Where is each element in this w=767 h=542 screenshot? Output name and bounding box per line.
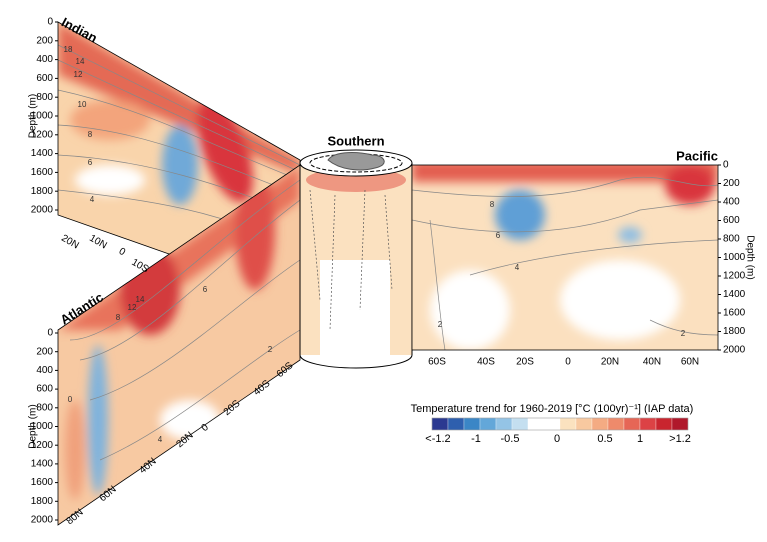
colorbar-swatch [495, 417, 513, 431]
y-tick-label: 2000 [723, 345, 746, 356]
pacific-section [412, 165, 718, 350]
contour-label: 4 [90, 195, 95, 204]
y-tick-label: 2000 [31, 205, 54, 216]
colorbar: Temperature trend for 1960-2019 [°C (100… [411, 403, 694, 445]
y-tick-label: 800 [36, 402, 53, 413]
x-tick-label: 0 [565, 357, 571, 368]
x-tick-label: 0 [117, 246, 128, 259]
contour-label: 4 [515, 263, 520, 272]
x-tick-label: 20S [516, 357, 534, 368]
contour-label: 8 [490, 200, 495, 209]
colorbar-label: <-1.2 [425, 433, 450, 445]
y-tick-label: 1000 [723, 252, 746, 263]
contour-label: 2 [681, 329, 686, 338]
contour-label: 0 [68, 395, 73, 404]
y-tick-label: 0 [723, 160, 729, 171]
y-tick-label: 0 [47, 328, 53, 339]
colorbar-swatch [607, 417, 625, 431]
y-tick-label: 200 [36, 35, 53, 46]
y-tick-label: 1400 [31, 148, 54, 159]
colorbar-label: -0.5 [501, 433, 520, 445]
y-tick-label: 400 [723, 197, 740, 208]
y-tick-label: 0 [47, 17, 53, 28]
panel-title: Southern [327, 133, 384, 148]
y-tick-label: 600 [36, 384, 53, 395]
contour-label: 6 [496, 231, 501, 240]
y-tick-label: 1400 [31, 459, 54, 470]
colorbar-swatch [639, 417, 657, 431]
panel-title: Pacific [676, 148, 718, 163]
contour-label: 14 [76, 57, 85, 66]
y-tick-label: 1200 [723, 271, 746, 282]
y-tick-label: 2000 [31, 515, 54, 526]
x-tick-label: 60N [681, 357, 699, 368]
contour-label: 8 [88, 130, 93, 139]
y-tick-label: 1000 [31, 421, 54, 432]
y-tick-label: 1200 [31, 129, 54, 140]
colorbar-label: -1 [471, 433, 481, 445]
colorbar-swatch [479, 417, 497, 431]
y-tick-label: 1800 [31, 186, 54, 197]
southern-cylinder [299, 149, 413, 369]
y-tick-label: 1600 [723, 308, 746, 319]
colorbar-label: >1.2 [669, 433, 691, 445]
contour-label: 6 [203, 285, 208, 294]
y-tick-label: 1000 [31, 111, 54, 122]
y-tick-label: 200 [723, 178, 740, 189]
x-tick-label: 0 [199, 422, 211, 434]
colorbar-label: 0 [554, 433, 560, 445]
colorbar-swatch [575, 417, 593, 431]
x-tick-label: 20N [601, 357, 619, 368]
colorbar-swatch [591, 417, 609, 431]
x-tick-label: 40N [643, 357, 661, 368]
y-tick-label: 200 [36, 346, 53, 357]
colorbar-title: Temperature trend for 1960-2019 [°C (100… [411, 403, 694, 415]
colorbar-swatch [655, 417, 673, 431]
colorbar-swatch [559, 417, 577, 431]
colorbar-swatch [623, 417, 641, 431]
x-tick-label: 40S [477, 357, 495, 368]
colorbar-swatch [671, 417, 689, 431]
colorbar-label: 1 [637, 433, 643, 445]
contour-label: 2 [438, 320, 443, 329]
y-tick-label: 1800 [31, 496, 54, 507]
contour-label: 2 [268, 345, 273, 354]
y-tick-label: 1400 [723, 289, 746, 300]
y-tick-label: 1800 [723, 326, 746, 337]
y-tick-label: 600 [723, 215, 740, 226]
contour-label: 12 [128, 303, 137, 312]
colorbar-frame [431, 417, 689, 431]
contour-label: 4 [158, 435, 163, 444]
y-tick-label: 1600 [31, 167, 54, 178]
y-tick-label: 800 [36, 92, 53, 103]
x-tick-label: 20N [59, 233, 80, 252]
y-tick-label: 600 [36, 73, 53, 84]
contour-label: 8 [116, 313, 121, 322]
colorbar-label: 0.5 [597, 433, 612, 445]
colorbar-swatch [527, 417, 545, 431]
y-axis-label: Depth (m) [28, 94, 39, 138]
colorbar-swatch [463, 417, 481, 431]
colorbar-swatch [543, 417, 561, 431]
contour-label: 12 [74, 70, 83, 79]
colorbar-swatch [511, 417, 529, 431]
y-tick-label: 400 [36, 54, 53, 65]
contour-label: 14 [136, 295, 145, 304]
contour-label: 10 [78, 100, 87, 109]
contour-label: 6 [88, 158, 93, 167]
y-tick-label: 800 [723, 234, 740, 245]
y-axis-label: Depth (m) [28, 404, 39, 448]
x-tick-label: 60S [428, 357, 446, 368]
y-tick-label: 1200 [31, 440, 54, 451]
y-tick-label: 400 [36, 365, 53, 376]
colorbar-swatch [431, 417, 449, 431]
y-tick-label: 1600 [31, 477, 54, 488]
y-axis-label: Depth (m) [744, 235, 755, 279]
contour-label: 18 [64, 45, 73, 54]
colorbar-swatch [447, 417, 465, 431]
x-tick-label: 10N [87, 233, 108, 252]
